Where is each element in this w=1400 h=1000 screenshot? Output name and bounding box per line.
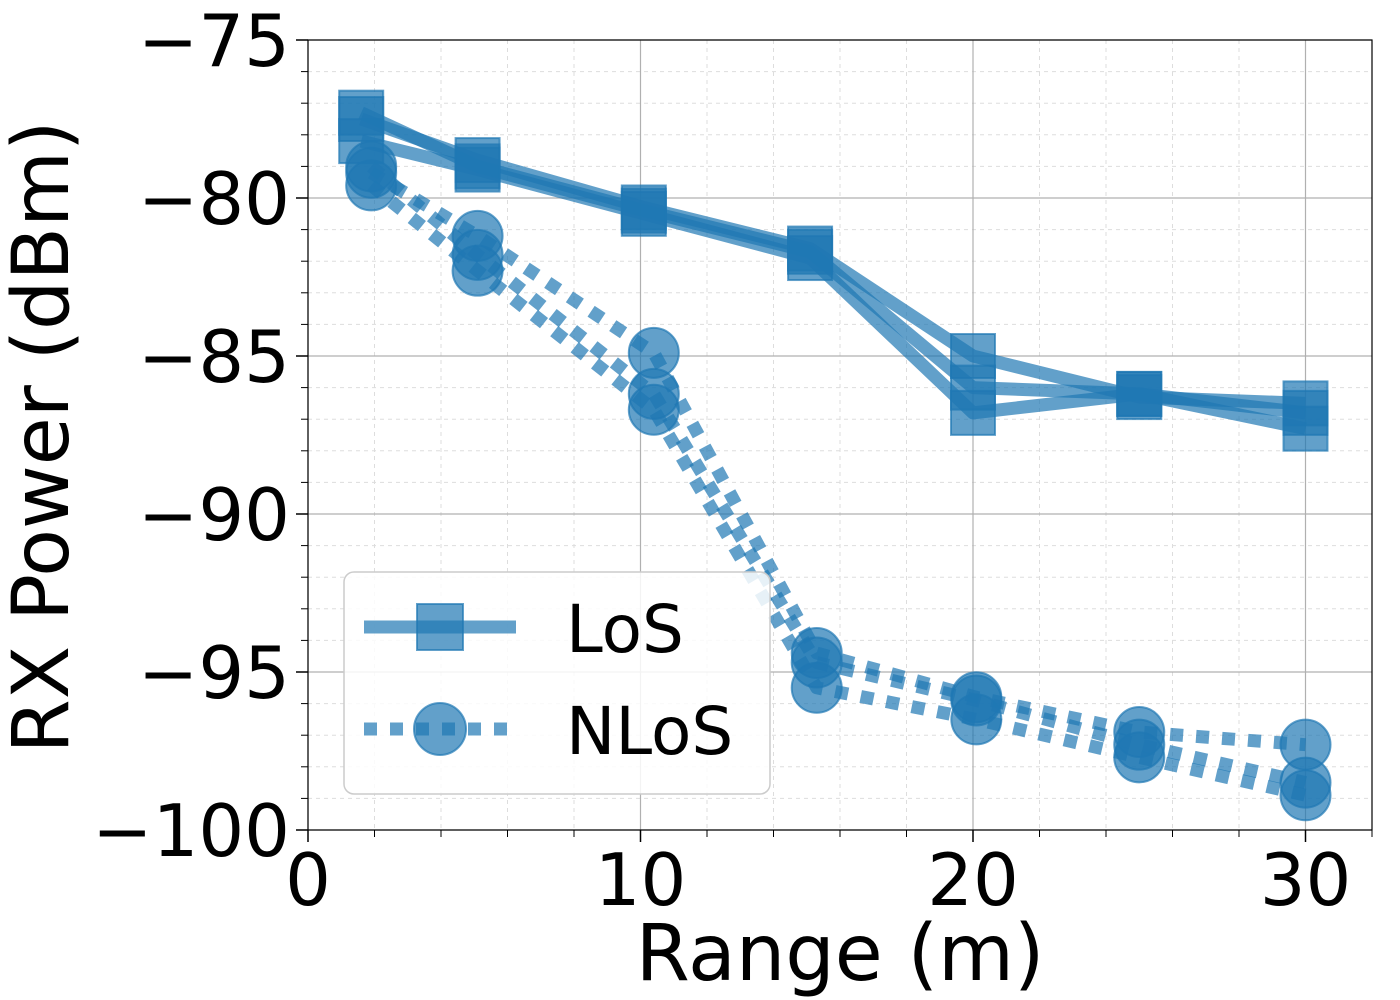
legend-los-label: LoS <box>566 591 684 668</box>
x-tick-label: 10 <box>595 838 687 922</box>
y-tick-label: −100 <box>92 789 290 873</box>
los-point <box>1282 389 1329 436</box>
los-point <box>787 228 834 275</box>
legend: LoS NLoS <box>343 571 771 795</box>
y-tick-label: −90 <box>138 473 290 557</box>
legend-entry-nlos: NLoS <box>364 693 733 770</box>
nlos-point <box>627 367 680 420</box>
los-point <box>454 143 501 190</box>
x-tick-label: 20 <box>927 838 1019 922</box>
los-point <box>950 364 996 411</box>
nlos-point <box>345 140 398 193</box>
nlos-point <box>1279 756 1332 809</box>
los-series <box>338 89 1329 436</box>
y-tick-label: −85 <box>138 315 290 399</box>
los-point <box>620 187 667 234</box>
los-point <box>338 89 385 136</box>
nlos-point <box>950 674 1003 727</box>
x-tick-label: 30 <box>1260 838 1352 922</box>
series-layer <box>338 89 1332 822</box>
legend-entry-los: LoS <box>364 591 684 668</box>
y-tick-label: −95 <box>138 631 290 715</box>
y-tick-label: −75 <box>138 0 290 83</box>
legend-nlos-marker <box>413 702 467 756</box>
los-point <box>1116 370 1163 417</box>
y-axis-title: RX Power (dBm) <box>0 121 87 754</box>
x-axis-title: Range (m) <box>636 909 1045 999</box>
y-tick-label: −80 <box>138 157 290 241</box>
nlos-point <box>790 636 843 689</box>
legend-nlos-label: NLoS <box>566 693 733 770</box>
nlos-point <box>1113 718 1166 771</box>
axis-ticks: 0 10 20 30 −100 −95 −90 −85 −80 −75 <box>92 0 1373 922</box>
nlos-series <box>345 140 1332 809</box>
nlos-point <box>451 228 504 281</box>
legend-los-marker <box>416 603 464 651</box>
x-tick-label: 0 <box>285 838 331 922</box>
